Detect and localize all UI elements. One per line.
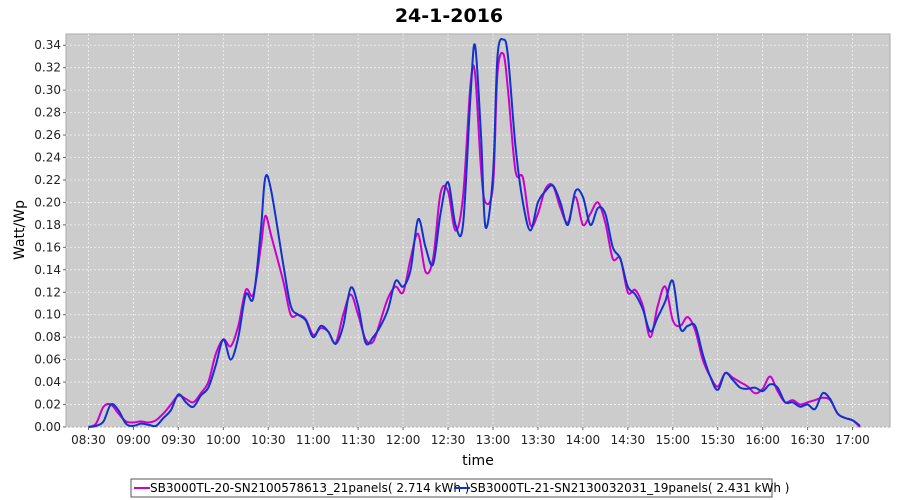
y-tick-label: 0.10 (34, 308, 61, 322)
y-tick-label: 0.12 (34, 285, 61, 299)
x-tick-label: 16:00 (745, 433, 780, 447)
legend: SB3000TL-20-SN2100578613_21panels( 2.714… (130, 478, 789, 498)
y-tick-label: 0.18 (34, 218, 61, 232)
x-tick-label: 10:30 (251, 433, 286, 447)
x-tick-label: 10:00 (206, 433, 241, 447)
x-tick-label: 14:30 (611, 433, 646, 447)
y-tick-label: 0.08 (34, 330, 61, 344)
y-tick-label: 0.24 (34, 151, 61, 165)
y-tick-label: 0.16 (34, 240, 61, 254)
y-tick-label: 0.14 (34, 263, 61, 277)
x-tick-label: 09:00 (116, 433, 151, 447)
chart-title: 24-1-2016 (395, 5, 503, 27)
y-tick-label: 0.22 (34, 173, 61, 187)
tick-labels: 0.00 0.02 0.04 0.06 0.08 0.10 0.12 0.14 0.16 0.18… (34, 38, 870, 447)
y-tick-label: 0.00 (34, 420, 61, 434)
legend-label-2: SB3000TL-21-SN2130032031_19panels( 2.431… (470, 481, 789, 495)
plot-area (65, 33, 891, 428)
series-layer (88, 38, 861, 428)
y-tick-label: 0.26 (34, 128, 61, 142)
legend-label-1: SB3000TL-20-SN2100578613_21panels( 2.714… (150, 481, 469, 495)
x-tick-label: 12:30 (431, 433, 466, 447)
x-tick-label: 12:00 (386, 433, 421, 447)
y-tick-label: 0.28 (34, 106, 61, 120)
x-tick-label: 11:30 (341, 433, 376, 447)
y-tick-label: 0.34 (34, 38, 61, 52)
x-tick-label: 17:00 (835, 433, 870, 447)
x-tick-label: 15:30 (700, 433, 735, 447)
x-tick-label: 15:00 (655, 433, 690, 447)
x-tick-label: 14:00 (566, 433, 601, 447)
x-axis-label: time (462, 453, 494, 469)
x-tick-label: 09:30 (161, 433, 196, 447)
x-tick-label: 11:00 (296, 433, 331, 447)
y-tick-label: 0.02 (34, 398, 61, 412)
y-tick-label: 0.06 (34, 353, 61, 367)
y-tick-label: 0.32 (34, 61, 61, 75)
x-tick-label: 08:30 (71, 433, 106, 447)
series-line-2 (88, 38, 861, 428)
x-tick-label: 13:30 (521, 433, 556, 447)
legend-box (130, 478, 773, 498)
x-tick-label: 13:00 (476, 433, 511, 447)
y-tick-label: 0.20 (34, 195, 61, 209)
y-tick-label: 0.04 (34, 375, 61, 389)
x-tick-label: 16:30 (790, 433, 825, 447)
y-axis-label: Watt/Wp (12, 200, 28, 260)
y-tick-label: 0.30 (34, 83, 61, 97)
